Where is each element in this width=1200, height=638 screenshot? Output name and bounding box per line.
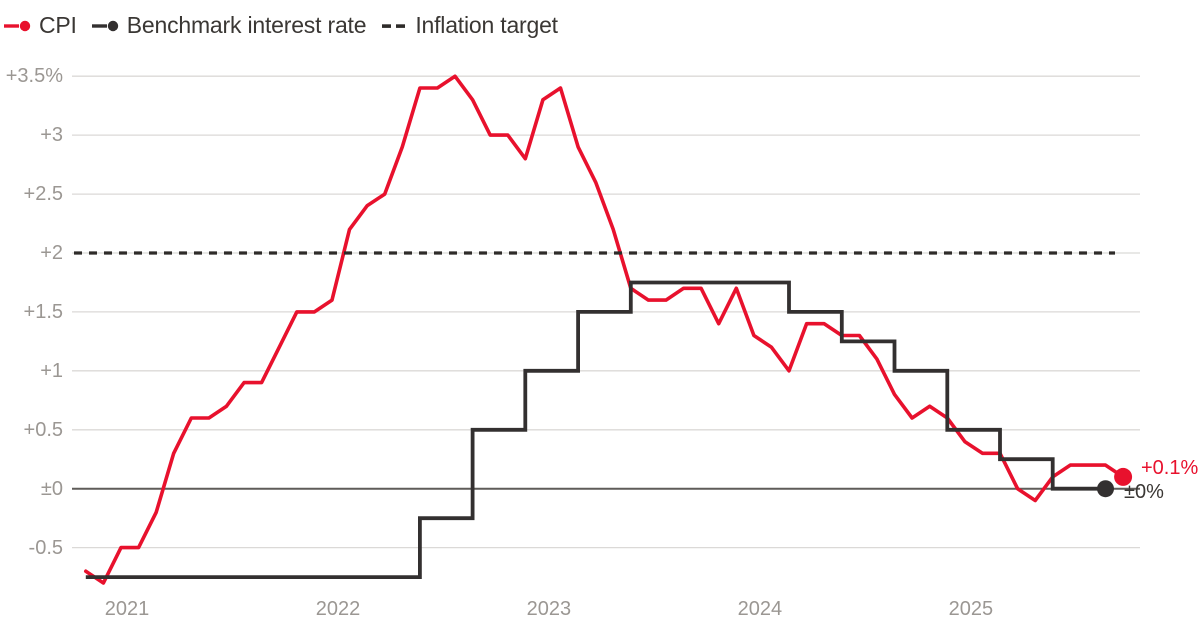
cpi-line [84, 74, 1125, 585]
benchmark-line-dot-icon [91, 20, 118, 31]
legend-label-benchmark: Benchmark interest rate [126, 12, 367, 38]
y-axis-label: +1.5 [23, 300, 63, 323]
y-axis-label: +3.5% [5, 65, 63, 88]
y-axis-label: -0.5 [28, 536, 63, 559]
x-axis-label: 2022 [315, 598, 361, 620]
legend-label-inflation-target: Inflation target [415, 12, 558, 38]
legend-label-cpi: CPI [39, 12, 77, 38]
x-axis-label: 2024 [737, 598, 783, 620]
y-axis-label: +0.5 [23, 418, 63, 441]
cpi-end-value-label: +0.1% [1141, 457, 1199, 479]
cpi-end-dot [1114, 467, 1133, 486]
x-axis-label: 2021 [104, 598, 150, 620]
legend-item-cpi: CPI [4, 12, 77, 39]
y-axis-label: +2.5 [23, 183, 63, 206]
y-axis-label: ±0 [40, 477, 63, 500]
inflation-target-dashes-icon [382, 23, 406, 28]
benchmark-end-value-label: ±0% [1124, 481, 1164, 503]
benchmark-end-dot [1097, 480, 1114, 498]
x-axis-label: 2025 [948, 598, 994, 620]
legend-item-inflation-target: Inflation target [381, 12, 558, 39]
y-axis-label: +2 [40, 241, 63, 264]
legend-item-benchmark: Benchmark interest rate [91, 12, 367, 39]
benchmark-line [85, 280, 1106, 579]
y-axis-label: +1 [40, 359, 63, 382]
x-axis-label: 2023 [526, 598, 572, 620]
y-axis-label: +3 [40, 124, 63, 147]
cpi-line-dot-icon [4, 20, 31, 31]
legend: CPI Benchmark interest rate Inflation ta… [4, 12, 558, 39]
